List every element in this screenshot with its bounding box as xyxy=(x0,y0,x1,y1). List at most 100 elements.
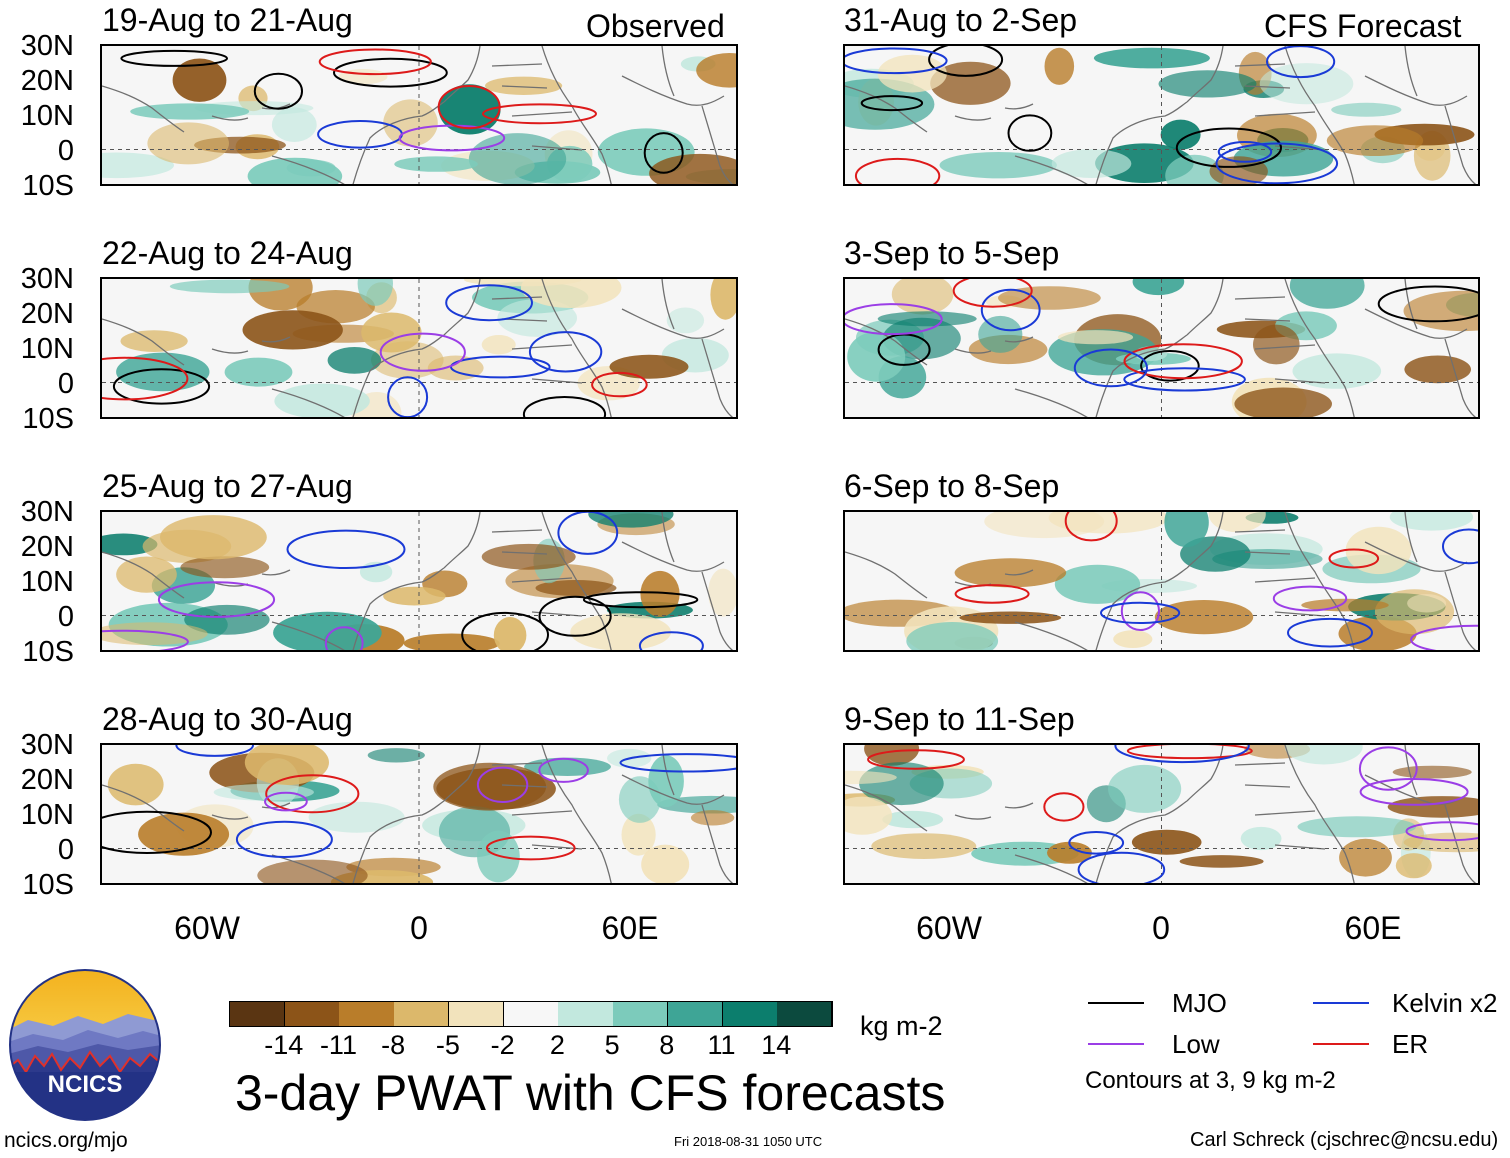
wave-contour xyxy=(591,371,648,398)
wave-contour xyxy=(1328,548,1380,569)
coastline xyxy=(1444,338,1477,417)
pwat-anomaly-blob xyxy=(570,613,671,650)
coastline xyxy=(1186,46,1224,103)
coastline xyxy=(1095,101,1188,184)
coastline xyxy=(661,512,675,563)
wave-contour xyxy=(860,95,924,112)
pwat-anomaly-blob xyxy=(1160,119,1201,150)
pwat-anomaly-blob xyxy=(1179,855,1264,868)
coastline xyxy=(271,621,345,650)
wave-contour xyxy=(1410,624,1478,650)
coastline xyxy=(1364,308,1468,339)
coastline xyxy=(491,63,583,151)
lon-label: 0 xyxy=(410,910,428,946)
pwat-anomaly-blob xyxy=(383,586,446,606)
pwat-anomaly-blob xyxy=(1047,841,1092,864)
wave-contour xyxy=(286,529,406,569)
colorbar-swatch xyxy=(339,1002,395,1026)
pwat-anomaly-blob xyxy=(1132,279,1185,296)
colorbar-tick-label: 8 xyxy=(659,1030,675,1060)
colorbar-tick-label: -5 xyxy=(435,1030,460,1060)
pwat-anomaly-blob xyxy=(130,103,250,120)
figure-title: 3-day PWAT with CFS forecasts xyxy=(235,1065,946,1121)
pwat-anomaly-blob xyxy=(169,279,290,294)
pwat-anomaly-blob xyxy=(213,784,314,801)
map-panel-fc-3 xyxy=(843,510,1480,652)
wave-contour xyxy=(235,820,333,859)
wave-contour xyxy=(333,57,448,88)
lon-label: 60E xyxy=(1344,910,1402,946)
wave-contour xyxy=(1120,591,1160,631)
coastline xyxy=(102,551,185,599)
legend-line-er xyxy=(1313,1043,1369,1045)
pwat-anomaly-blob xyxy=(257,859,368,883)
legend-label-kelvin: Kelvin x2 xyxy=(1392,988,1498,1018)
coastline xyxy=(1444,105,1477,184)
wave-contour xyxy=(867,749,965,770)
pwat-anomaly-blob xyxy=(877,311,977,327)
wave-contour xyxy=(638,631,704,650)
wave-contour xyxy=(522,396,607,417)
pwat-anomaly-blob xyxy=(147,122,229,165)
panel-title-obs-4: 28-Aug to 30-Aug xyxy=(102,701,353,737)
wave-contour xyxy=(845,303,943,336)
lat-label: 20N xyxy=(20,65,74,97)
panel-title-fc-1: 31-Aug to 2-Sep xyxy=(844,2,1078,38)
colorbar-tick-label: 5 xyxy=(604,1030,620,1060)
wave-contour xyxy=(264,791,308,812)
wave-contour xyxy=(1043,792,1085,822)
coastline xyxy=(211,802,291,820)
coastline xyxy=(845,85,928,133)
pwat-anomaly-blob xyxy=(1234,387,1332,417)
coastline xyxy=(1404,46,1418,97)
wave-contour xyxy=(980,288,1041,332)
lat-label: 0 xyxy=(57,834,74,866)
pwat-anomaly-blob xyxy=(882,810,944,829)
legend-label-low: Low xyxy=(1172,1029,1220,1059)
pwat-anomaly-blob xyxy=(1387,796,1478,818)
wave-contour xyxy=(482,103,597,125)
lat-label: 10N xyxy=(20,333,74,365)
coastline xyxy=(541,745,612,883)
coastline xyxy=(541,46,612,184)
coastline xyxy=(621,541,725,572)
pwat-anomaly-blob xyxy=(367,748,425,763)
pwat-anomaly-blob xyxy=(1253,324,1300,365)
lat-label: 20N xyxy=(20,298,74,330)
pwat-anomaly-blob xyxy=(247,157,343,184)
colorbar-tick-label: 11 xyxy=(707,1030,736,1060)
pwat-anomaly-blob xyxy=(1284,745,1363,765)
pwat-anomaly-blob xyxy=(274,383,370,417)
pwat-anomaly-blob xyxy=(1113,630,1153,648)
wave-contour xyxy=(445,284,534,322)
wave-contour xyxy=(253,72,303,110)
pwat-anomaly-blob xyxy=(438,84,501,135)
coastline xyxy=(541,512,612,650)
coastline xyxy=(102,784,185,832)
pwat-anomaly-blob xyxy=(180,556,270,579)
wave-contour xyxy=(1140,350,1200,382)
coastline xyxy=(845,784,928,832)
wave-contour xyxy=(112,368,211,405)
pwat-anomaly-blob xyxy=(1259,63,1354,105)
coastline xyxy=(1364,541,1468,572)
coastline xyxy=(352,567,445,650)
coastline xyxy=(1014,155,1088,184)
wave-contour xyxy=(528,331,603,373)
coastline xyxy=(954,336,1034,354)
coastline xyxy=(1014,388,1088,417)
panel-tag-forecast: CFS Forecast xyxy=(1264,8,1462,44)
pwat-anomaly-blob xyxy=(102,533,158,556)
coastline xyxy=(211,336,291,354)
legend-line-low xyxy=(1088,1043,1144,1045)
wave-contour xyxy=(854,157,941,184)
wave-contour xyxy=(538,757,589,783)
pwat-anomaly-blob xyxy=(1044,47,1075,85)
pwat-anomaly-blob xyxy=(184,604,270,635)
coastline xyxy=(102,85,185,133)
coastline xyxy=(621,75,725,106)
colorbar-tick-label: -14 xyxy=(264,1030,304,1060)
wave-contour xyxy=(582,591,699,609)
pwat-anomaly-blob xyxy=(1389,512,1474,531)
pwat-anomaly-blob xyxy=(172,58,227,102)
